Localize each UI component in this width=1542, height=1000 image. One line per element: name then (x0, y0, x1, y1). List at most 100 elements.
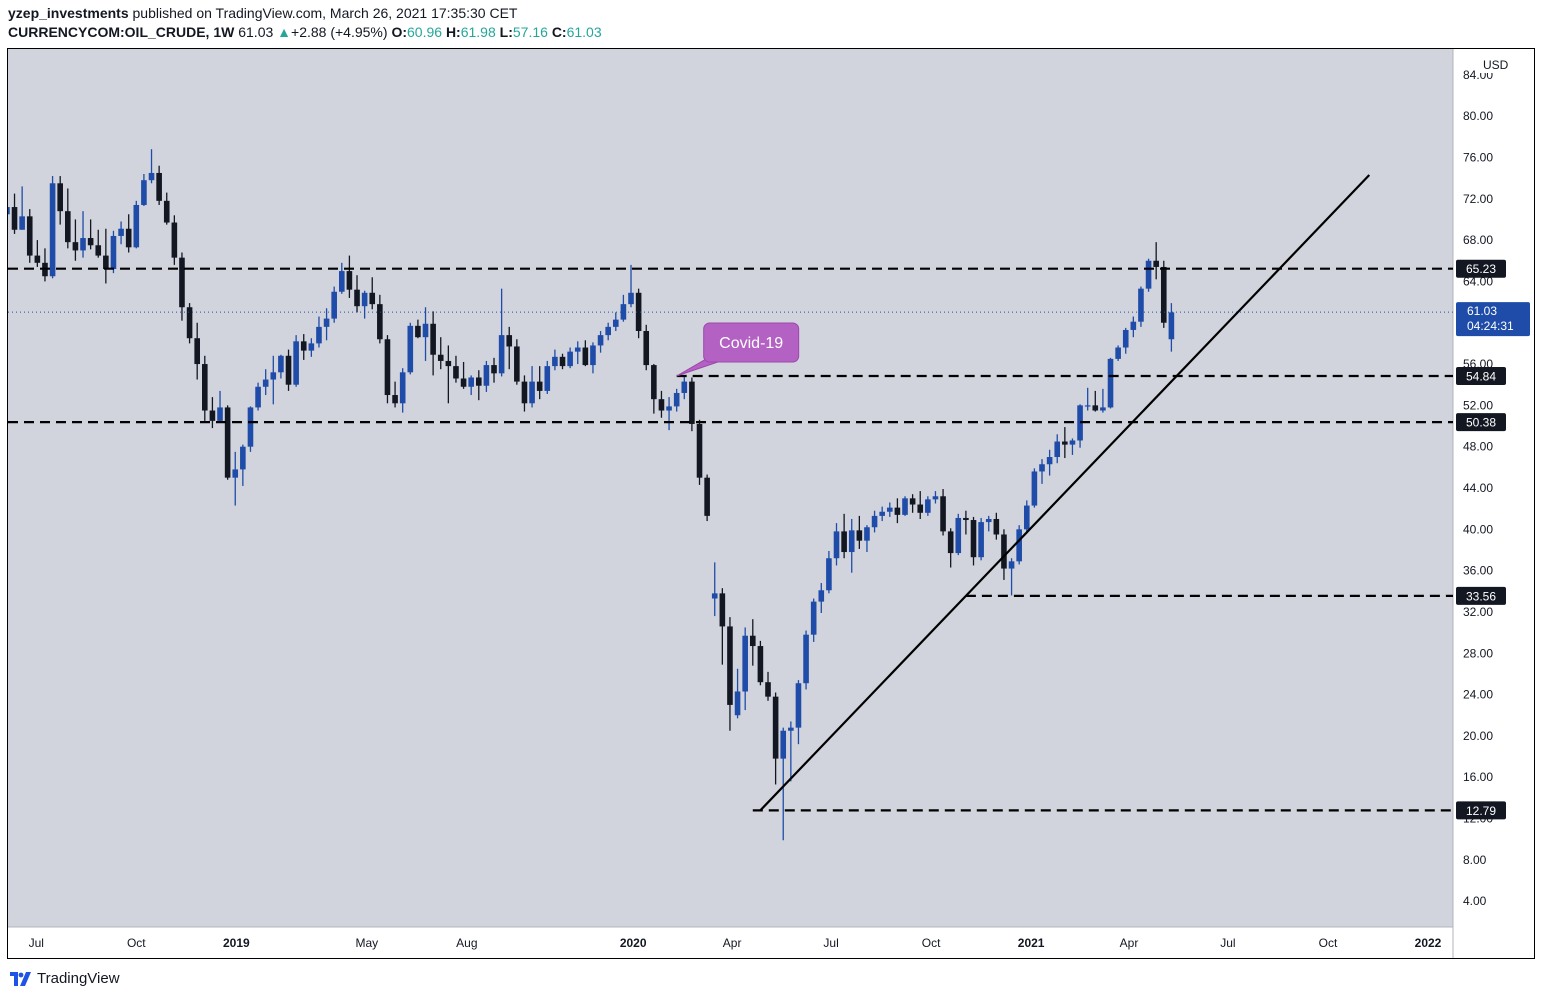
level-price-label: 50.38 (1466, 416, 1496, 430)
chart-frame[interactable]: 4.008.0012.0016.0020.0024.0028.0032.0036… (7, 48, 1535, 959)
y-tick-label: 36.00 (1463, 564, 1493, 578)
level-price-label: 33.56 (1466, 589, 1496, 603)
candle-body (1145, 260, 1152, 289)
candle-body (148, 172, 155, 181)
candle-body (909, 498, 916, 505)
candle-body (293, 341, 299, 385)
candle-body (841, 531, 847, 553)
candle-body (757, 646, 764, 683)
candle-body (278, 355, 284, 373)
candle-body (544, 366, 551, 391)
candle-body (582, 347, 589, 366)
candle-body (856, 530, 863, 541)
level-price-badge (1456, 586, 1506, 605)
x-tick-label: Oct (1319, 936, 1338, 950)
candle-body (125, 228, 132, 248)
price-chart[interactable]: 4.008.0012.0016.0020.0024.0028.0032.0036… (8, 49, 1534, 958)
candle-body (666, 406, 672, 411)
candle-body (864, 527, 870, 541)
candle-body (133, 204, 140, 248)
footer-brand[interactable]: TradingView (37, 970, 120, 987)
candle-body (95, 245, 102, 256)
candle-body (506, 335, 513, 347)
candle-body (240, 446, 246, 470)
candle-body (453, 366, 459, 379)
author-name[interactable]: yzep_investments (8, 5, 129, 21)
candle-body (26, 216, 33, 256)
candle-body (643, 330, 650, 366)
candle-body (483, 365, 490, 386)
symbol-name[interactable]: CURRENCYCOM:OIL_CRUDE, 1W (8, 24, 235, 40)
y-tick-label: 52.00 (1463, 398, 1493, 412)
level-price-badge (1456, 367, 1506, 386)
candle-body (1062, 441, 1068, 445)
candle-body (780, 730, 787, 759)
candle-body (179, 257, 185, 308)
candle-body (103, 255, 109, 270)
candle-body (331, 291, 337, 319)
publish-info: yzep_investments published on TradingVie… (8, 5, 517, 21)
close-label: C: (551, 24, 567, 40)
x-tick-label: 2021 (1018, 936, 1045, 950)
candle-body (316, 326, 322, 344)
candle-body (468, 377, 474, 387)
x-tick-label: 2019 (223, 936, 250, 950)
candle-body (590, 345, 596, 366)
callout-box (703, 322, 800, 363)
candle-body (255, 386, 261, 408)
candle-body (201, 364, 208, 411)
change-value: +2.88 (+4.95%) (291, 24, 388, 40)
candle-body (734, 691, 741, 716)
candle-body (620, 304, 627, 320)
trendline (759, 174, 1371, 812)
candle-body (902, 498, 908, 515)
candle-body (209, 410, 216, 421)
candle-body (947, 531, 954, 554)
level-price-label: 65.23 (1466, 262, 1496, 276)
candle-body (171, 222, 178, 258)
candle-body (658, 399, 665, 411)
candle-body (810, 601, 817, 635)
candle-body (300, 341, 307, 351)
candle-body (985, 518, 992, 523)
candle-body (217, 407, 223, 421)
candle-body (765, 682, 771, 697)
candle-body (186, 307, 193, 339)
candle-body (361, 292, 368, 307)
x-tick-label: Aug (456, 936, 477, 950)
candle-body (377, 304, 383, 340)
candle-body (1031, 471, 1038, 506)
candle-body (1107, 358, 1114, 408)
candle-body (11, 207, 18, 230)
plot-background (8, 49, 1453, 927)
candle-body (772, 696, 779, 759)
candle-body (1001, 534, 1007, 569)
candle-body (1115, 347, 1121, 359)
candle-body (57, 183, 63, 212)
candle-body (430, 323, 436, 355)
candle-body (194, 338, 200, 365)
candle-body (1122, 329, 1129, 348)
candle-body (491, 365, 497, 374)
close-value: 61.03 (566, 24, 602, 40)
x-tick-label: May (355, 936, 378, 950)
candle-body (262, 379, 269, 387)
x-tick-label: Jul (823, 936, 838, 950)
candle-body (681, 381, 688, 393)
tradingview-logo-icon (10, 971, 32, 986)
candle-body (628, 292, 634, 305)
candle-body (407, 325, 414, 373)
y-tick-label: 68.00 (1463, 233, 1493, 247)
candle-body (559, 356, 566, 367)
candle-body (894, 507, 901, 515)
candle-body (651, 365, 657, 400)
candle-body (285, 355, 292, 385)
candle-body (1023, 505, 1030, 530)
candle-body (369, 292, 376, 305)
candle-body (445, 360, 452, 367)
candle-body (536, 381, 543, 391)
y-tick-label: 24.00 (1463, 688, 1493, 702)
open-label: O: (391, 24, 407, 40)
candle-body (917, 504, 924, 513)
candle-body (498, 335, 505, 374)
